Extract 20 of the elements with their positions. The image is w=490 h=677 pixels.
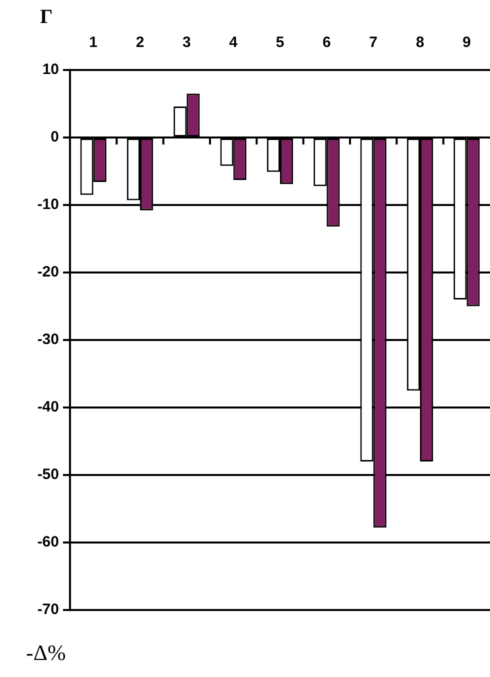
x-tick-label: 8 <box>416 34 424 52</box>
x-tick-label: 1 <box>89 34 98 52</box>
y-tick-label: 10 <box>42 61 59 78</box>
y-tick-label: -10 <box>37 196 59 214</box>
y-axis-title: -Δ% <box>26 640 66 666</box>
x-tick-label: 7 <box>369 34 378 52</box>
x-tick-label: 3 <box>182 34 191 52</box>
x-tick-label: 6 <box>322 34 331 52</box>
x-axis-title: Г <box>40 6 53 29</box>
y-tick-label: 0 <box>50 128 59 146</box>
y-tick-label: -30 <box>37 331 59 348</box>
y-tick-label: -40 <box>37 398 59 416</box>
y-tick-label: -60 <box>37 534 59 551</box>
y-tick-label: -20 <box>37 264 59 281</box>
x-tick-label: 2 <box>136 34 144 52</box>
x-tick-label: 4 <box>229 34 238 52</box>
x-tick-label: 9 <box>462 34 471 52</box>
y-tick-label: -50 <box>37 466 59 484</box>
y-tick-label: -70 <box>37 601 59 618</box>
x-tick-label: 5 <box>276 34 284 52</box>
